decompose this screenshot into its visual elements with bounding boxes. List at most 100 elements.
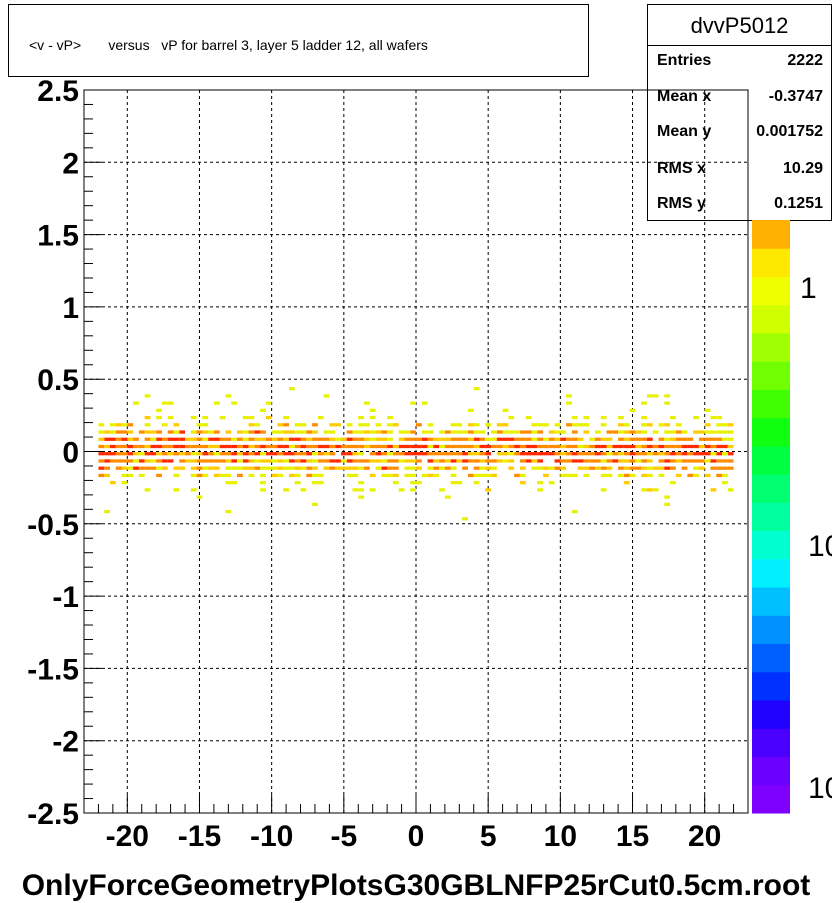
heatmap-cell (710, 444, 717, 449)
heatmap-cell (537, 452, 544, 456)
heatmap-cell (190, 444, 197, 449)
heatmap-cell (312, 423, 318, 427)
heatmap-cell (98, 444, 105, 449)
palette-band (752, 671, 790, 701)
heatmap-cell (288, 430, 295, 434)
heatmap-cell (554, 444, 561, 449)
heatmap-cell (358, 495, 365, 499)
heatmap-cell (450, 423, 457, 427)
heatmap-cell (381, 466, 388, 470)
heatmap-cell (231, 481, 238, 485)
heatmap-cell (196, 430, 203, 434)
heatmap-cell (358, 415, 365, 420)
heatmap-cell (404, 452, 411, 456)
heatmap-cell (716, 466, 723, 470)
heatmap-cell (698, 452, 705, 456)
heatmap-cell (594, 452, 601, 456)
heatmap-cell (121, 459, 128, 463)
heatmap-cell (681, 466, 688, 470)
heatmap-cell (658, 473, 665, 478)
heatmap-cell (109, 459, 116, 463)
heatmap-cell (675, 423, 682, 427)
heatmap-cell (612, 444, 619, 449)
heatmap-cell (421, 437, 428, 441)
heatmap-cell (606, 466, 613, 470)
heatmap-cell (156, 473, 162, 478)
heatmap-cell (722, 481, 728, 485)
heatmap-cell (641, 473, 647, 478)
heatmap-cell (190, 437, 197, 441)
heatmap-cell (583, 459, 590, 463)
heatmap-cell (427, 423, 434, 427)
heatmap-cell (260, 430, 266, 434)
heatmap-cell (265, 444, 272, 449)
heatmap-cell (519, 466, 526, 470)
heatmap-cell (687, 444, 694, 449)
heatmap-cell (248, 466, 255, 470)
heatmap-cell (127, 452, 134, 456)
heatmap-cell (312, 444, 318, 449)
heatmap-cell (190, 415, 197, 420)
heatmap-cell (115, 444, 122, 449)
palette-band (752, 756, 790, 786)
heatmap-cell (346, 473, 353, 478)
heatmap-cell (571, 415, 578, 420)
heatmap-cell (161, 437, 168, 441)
heatmap-cell (681, 430, 688, 434)
heatmap-cell (571, 473, 578, 478)
heatmap-cell (121, 444, 128, 449)
heatmap-cell (144, 459, 151, 463)
heatmap-cell (508, 437, 515, 441)
heatmap-cell (225, 459, 232, 463)
heatmap-cell (387, 466, 393, 470)
heatmap-cell (260, 437, 266, 441)
heatmap-cell (294, 452, 301, 456)
heatmap-cell (231, 444, 238, 449)
heatmap-cell (664, 495, 671, 499)
heatmap-cell (156, 437, 162, 441)
heatmap-cell (300, 444, 307, 449)
heatmap-cell (375, 423, 382, 427)
palette-band (752, 558, 790, 588)
heatmap-cell (173, 488, 180, 492)
stats-label: Mean y (657, 123, 712, 140)
heatmap-cell (427, 452, 434, 456)
heatmap-cell (317, 481, 324, 485)
heatmap-cell (225, 466, 232, 470)
heatmap-cell (658, 437, 665, 441)
heatmap-cell (375, 444, 382, 449)
heatmap-cell (537, 488, 544, 492)
x-tick-label: 5 (480, 820, 497, 853)
heatmap-cell (410, 401, 416, 405)
heatmap-cell (681, 444, 688, 449)
heatmap-cell (462, 466, 468, 470)
heatmap-cell (173, 423, 180, 427)
heatmap-cell (571, 437, 578, 441)
heatmap-cell (467, 459, 474, 463)
heatmap-cell (167, 452, 174, 456)
heatmap-cell (202, 430, 209, 434)
heatmap-cell (98, 466, 105, 470)
heatmap-cell (237, 430, 243, 434)
heatmap-cell (173, 452, 180, 456)
heatmap-cell (260, 473, 266, 478)
palette-band (752, 361, 790, 390)
heatmap-cell (698, 430, 705, 434)
heatmap-cell (352, 430, 359, 434)
heatmap-cell (704, 444, 711, 449)
x-tick-label: -5 (330, 820, 357, 853)
heatmap-cell (381, 452, 388, 456)
heatmap-cell (260, 481, 266, 485)
heatmap-cell (231, 459, 238, 463)
heatmap-cell (531, 466, 538, 470)
heatmap-cell (340, 459, 347, 463)
heatmap-cell (473, 481, 480, 485)
heatmap-cell (531, 423, 538, 427)
heatmap-cell (306, 444, 313, 449)
heatmap-cell (167, 415, 174, 420)
heatmap-cell (358, 430, 365, 434)
heatmap-cell (312, 459, 318, 463)
heatmap-cell (323, 394, 330, 398)
heatmap-cell (664, 452, 671, 456)
